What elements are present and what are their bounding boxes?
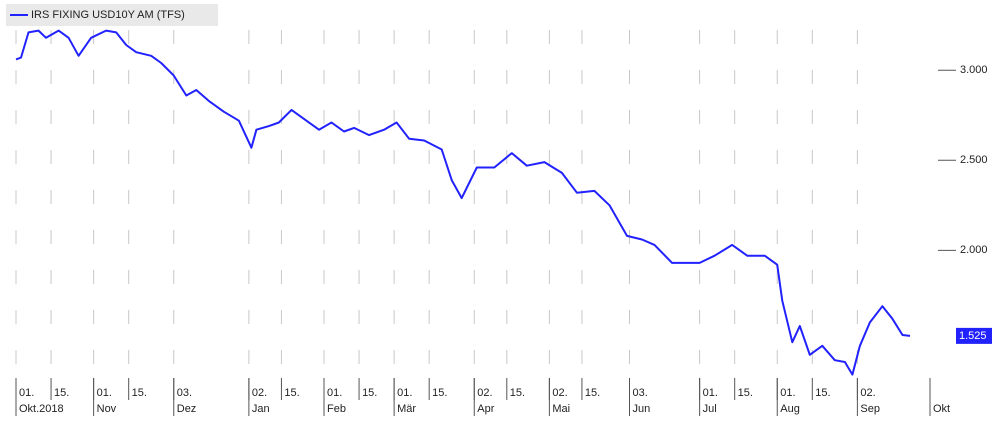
x-tick-label: 15.	[510, 387, 525, 399]
x-tick-label: 15.	[362, 387, 377, 399]
legend-label: IRS FIXING USD10Y AM (TFS)	[31, 9, 185, 21]
x-month-label: Jan	[252, 403, 270, 415]
x-month-label: Okt	[933, 403, 950, 415]
x-month-label: Aug	[780, 403, 800, 415]
x-month-label: Sep	[860, 403, 880, 415]
x-month-label: Okt.2018	[19, 403, 64, 415]
x-tick-label: 01.	[19, 387, 34, 399]
x-month-label: Jun	[633, 403, 651, 415]
y-tick-label: 2.000	[960, 244, 988, 256]
y-tick-label: 3.000	[960, 64, 988, 76]
x-month-label: Jul	[703, 403, 717, 415]
x-month-label: Feb	[327, 403, 346, 415]
x-month-label: Mär	[397, 403, 416, 415]
x-month-label: Mai	[552, 403, 570, 415]
x-tick-label: 15.	[132, 387, 147, 399]
x-tick-label: 02.	[860, 387, 875, 399]
x-tick-label: 15.	[54, 387, 69, 399]
x-tick-label: 01.	[703, 387, 718, 399]
x-tick-label: 01.	[780, 387, 795, 399]
series-line	[15, 29, 911, 376]
x-tick-label: 15.	[432, 387, 447, 399]
y-tick-label: 2.500	[960, 154, 988, 166]
x-tick-label: 01.	[397, 387, 412, 399]
x-month-label: Dez	[177, 403, 197, 415]
x-tick-label: 02.	[552, 387, 567, 399]
x-month-label: Nov	[97, 403, 117, 415]
x-tick-label: 02.	[252, 387, 267, 399]
last-value-box	[956, 327, 992, 344]
x-tick-label: 15.	[585, 387, 600, 399]
x-tick-label: 01.	[327, 387, 342, 399]
last-value-label: 1.525	[959, 330, 987, 342]
legend-box	[6, 4, 218, 26]
x-tick-label: 15.	[738, 387, 753, 399]
x-tick-label: 03.	[633, 387, 648, 399]
x-month-label: Apr	[477, 403, 494, 415]
x-tick-label: 03.	[177, 387, 192, 399]
x-tick-label: 15.	[284, 387, 299, 399]
x-tick-label: 15.	[815, 387, 830, 399]
x-tick-label: 01.	[97, 387, 112, 399]
x-tick-label: 02.	[477, 387, 492, 399]
